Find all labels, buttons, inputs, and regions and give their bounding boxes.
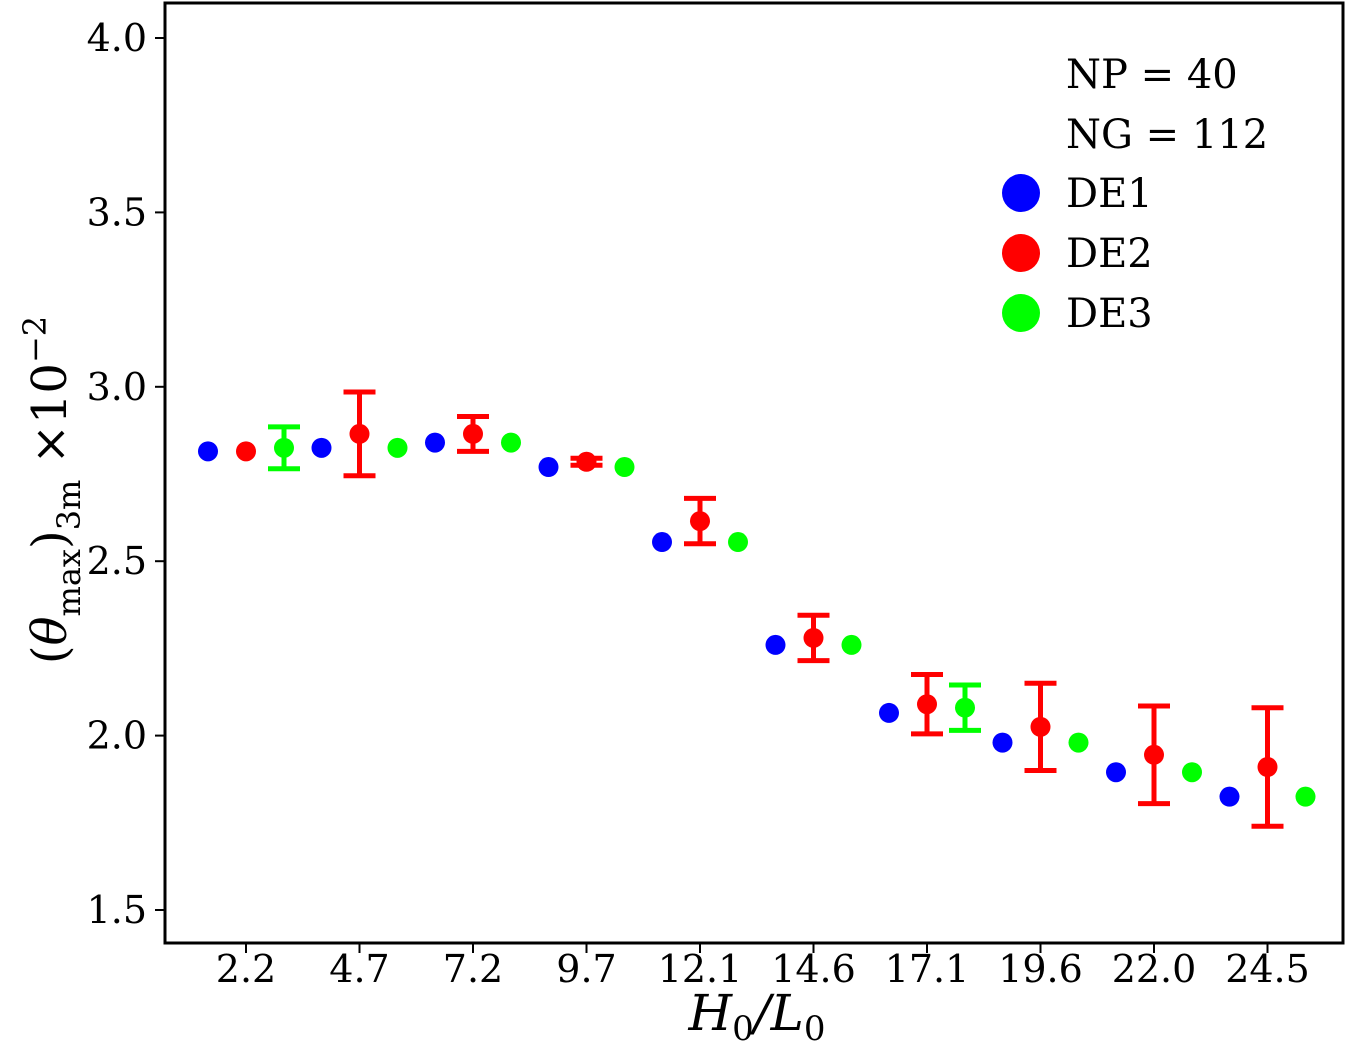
data-point-de2	[1257, 756, 1278, 777]
legend-label: DE2	[1066, 231, 1153, 277]
data-point-de3	[274, 437, 294, 458]
data-point-de1	[538, 457, 559, 478]
y-axis-label: (θmax)3m ×10−2	[16, 316, 88, 664]
data-point-de2	[690, 511, 710, 532]
y-tick-label: 4.0	[87, 16, 147, 60]
y-tick-label: 3.5	[87, 190, 147, 234]
data-point-de3	[841, 634, 862, 655]
data-point-de1	[198, 441, 218, 462]
legend-label: DE3	[1066, 291, 1153, 337]
x-tick-label: 24.5	[1225, 947, 1310, 991]
data-point-de2	[917, 694, 937, 715]
data-point-de1	[765, 634, 786, 655]
data-point-de1	[311, 437, 332, 458]
legend-marker	[1002, 294, 1040, 332]
x-tick-label: 2.2	[216, 947, 276, 991]
data-point-de1	[1219, 786, 1240, 807]
data-point-de3	[614, 457, 635, 478]
y-tick-label: 3.0	[87, 365, 147, 409]
data-point-de3	[1295, 786, 1316, 807]
x-tick-label: 9.7	[556, 947, 616, 991]
data-point-de1	[992, 732, 1013, 753]
data-point-de1	[879, 702, 899, 723]
annotation-text: NP = 40	[1066, 52, 1238, 98]
y-tick-label: 2.0	[87, 714, 147, 758]
data-point-de1	[1106, 762, 1126, 783]
x-tick-label: 7.2	[443, 947, 503, 991]
data-point-de2	[349, 423, 370, 444]
data-point-de3	[1068, 732, 1089, 753]
data-point-de1	[652, 532, 672, 553]
data-point-de2	[576, 451, 597, 472]
x-tick-label: 19.6	[998, 947, 1083, 991]
data-point-de3	[728, 532, 748, 553]
data-point-de2	[1144, 744, 1164, 765]
data-point-de3	[955, 697, 975, 718]
legend-label: DE1	[1066, 171, 1153, 217]
data-point-de2	[1030, 716, 1051, 737]
x-tick-label: 17.1	[885, 947, 970, 991]
y-tick-label: 1.5	[87, 888, 147, 932]
x-tick-label: 14.6	[771, 947, 856, 991]
data-point-de3	[1182, 762, 1202, 783]
data-point-de1	[425, 432, 445, 453]
data-point-de3	[387, 437, 408, 458]
data-point-de2	[463, 423, 483, 444]
x-tick-label: 22.0	[1112, 947, 1197, 991]
annotation-text: NG = 112	[1066, 112, 1268, 158]
y-tick-label: 2.5	[87, 539, 147, 583]
x-tick-label: 4.7	[329, 947, 389, 991]
data-point-de2	[236, 441, 256, 462]
legend-marker	[1002, 234, 1040, 272]
x-axis-label: H0/L0	[688, 984, 826, 1049]
data-point-de3	[501, 432, 521, 453]
plot-frame	[163, 1, 1345, 945]
legend-marker	[1002, 174, 1040, 212]
data-point-de2	[803, 627, 824, 648]
x-tick-label: 12.1	[658, 947, 743, 991]
